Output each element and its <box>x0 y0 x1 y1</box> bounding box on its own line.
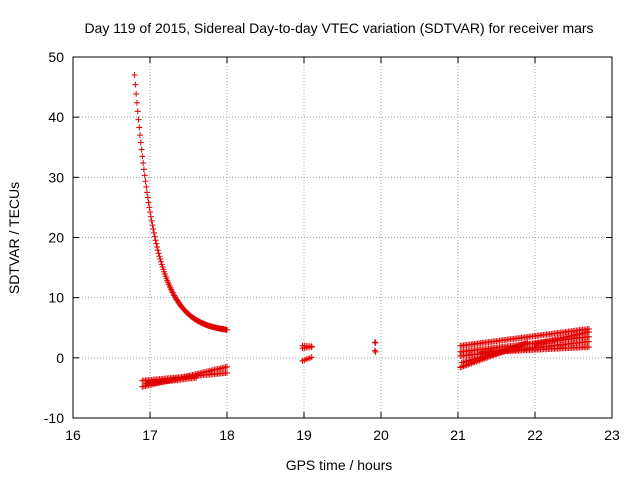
y-tick-label: 10 <box>48 290 64 306</box>
data-point <box>147 209 154 216</box>
grid <box>73 57 612 418</box>
data-point <box>140 159 147 166</box>
data-point <box>134 108 141 115</box>
data-point <box>154 243 161 250</box>
data-point <box>141 172 148 179</box>
y-axis-label: SDTVAR / TECUs <box>6 182 22 294</box>
y-tick-label: 40 <box>48 109 64 125</box>
data-point <box>150 226 157 233</box>
data-point <box>137 132 144 139</box>
data-point <box>152 237 159 244</box>
y-tick-label: 50 <box>48 49 64 65</box>
data-point <box>154 247 161 254</box>
data-point <box>133 90 140 97</box>
x-tick-label: 16 <box>65 427 81 443</box>
data-point <box>140 166 147 173</box>
data-point <box>138 146 145 153</box>
chart-title: Day 119 of 2015, Sidereal Day-to-day VTE… <box>84 20 593 36</box>
data-point <box>135 116 142 123</box>
data-point <box>371 347 378 354</box>
data-point <box>585 344 592 351</box>
data-point <box>139 153 146 160</box>
data-point <box>144 194 151 201</box>
data-point <box>144 189 151 196</box>
x-tick-label: 20 <box>373 427 389 443</box>
data-point <box>143 183 150 190</box>
data-point <box>132 81 139 88</box>
y-tick-label: 30 <box>48 169 64 185</box>
y-tick-label: 20 <box>48 230 64 246</box>
x-axis-label: GPS time / hours <box>286 457 393 473</box>
x-tick-label: 22 <box>527 427 543 443</box>
data-point <box>158 261 165 268</box>
data-point <box>151 229 158 236</box>
data-point <box>145 199 152 206</box>
data-point <box>585 338 592 345</box>
data-point <box>158 258 164 265</box>
x-tick-label: 18 <box>219 427 235 443</box>
data-point <box>146 204 153 211</box>
data-point <box>372 339 379 346</box>
x-tick-label: 21 <box>450 427 466 443</box>
data-point <box>156 253 163 260</box>
data-point <box>149 222 156 229</box>
data-point <box>224 369 230 376</box>
plot-frame <box>72 56 613 419</box>
data-point <box>147 213 154 220</box>
x-tick-label: 17 <box>142 427 158 443</box>
data-point <box>157 256 164 263</box>
data-point <box>142 178 149 185</box>
x-tick-label: 23 <box>604 427 620 443</box>
data-point <box>137 139 144 146</box>
data-point <box>136 124 143 131</box>
data-point <box>585 328 592 335</box>
axis-ticks: 16 17 18 19 20 21 22 23 -10 0 10 20 30 40 50 <box>44 49 620 443</box>
data-point <box>372 348 379 355</box>
data-point <box>131 72 138 79</box>
data-points <box>131 72 592 390</box>
x-tick-label: 19 <box>296 427 312 443</box>
data-point <box>224 363 230 370</box>
data-point <box>153 240 160 247</box>
data-point <box>148 217 155 224</box>
data-point <box>308 344 315 351</box>
data-point <box>371 339 378 346</box>
data-point <box>133 99 140 106</box>
data-point <box>524 339 531 346</box>
y-tick-label: 0 <box>56 350 64 366</box>
data-point <box>193 374 200 381</box>
data-point <box>155 250 162 257</box>
data-point <box>224 326 230 333</box>
data-point <box>308 354 315 361</box>
data-point <box>151 233 158 240</box>
y-tick-label: -10 <box>44 410 64 426</box>
